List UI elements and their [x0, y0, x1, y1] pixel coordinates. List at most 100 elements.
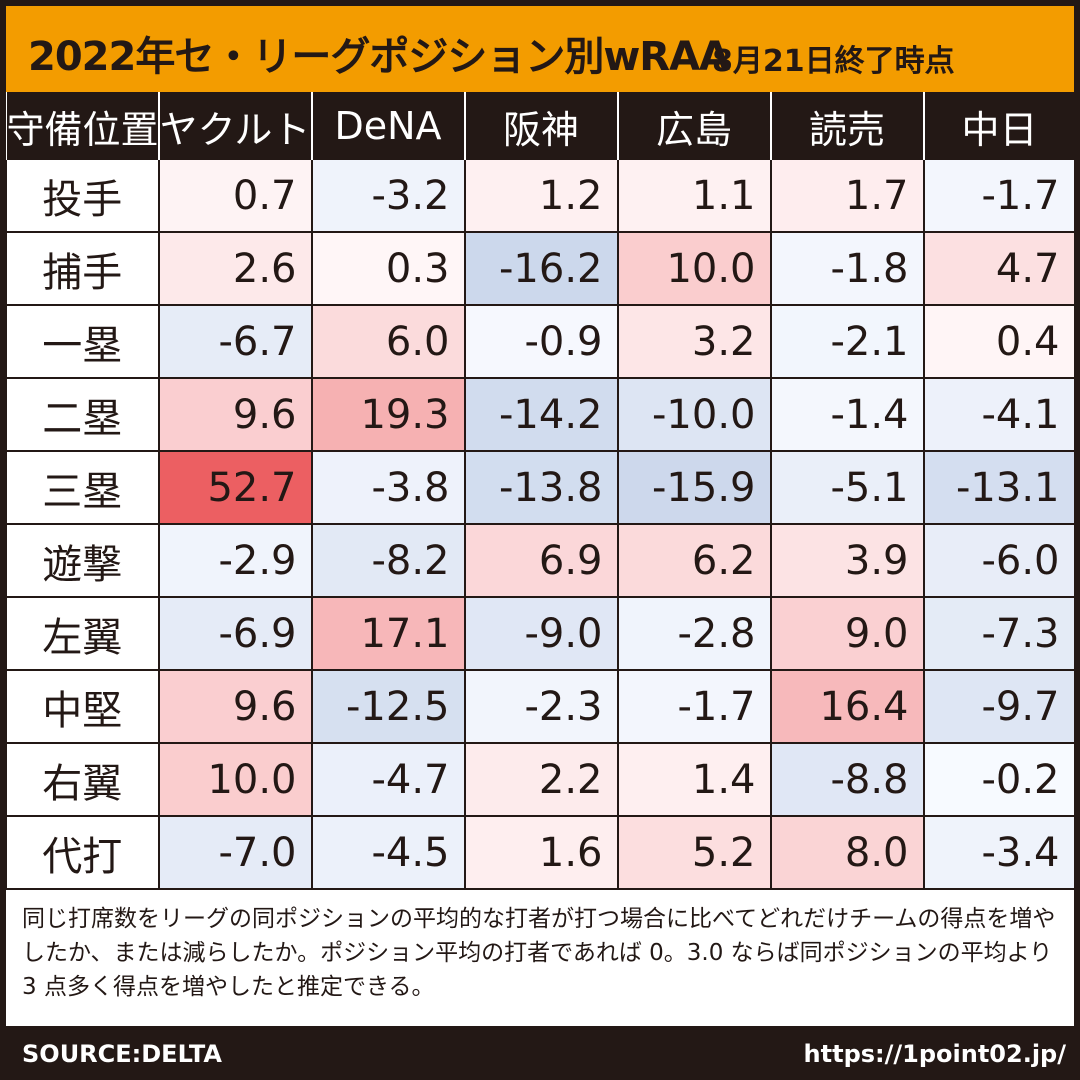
- heatmap-cell: 1.1: [617, 160, 772, 233]
- heatmap-cell: 6.2: [617, 524, 772, 598]
- row-label: 遊撃: [6, 524, 160, 598]
- heatmap-cell: -3.2: [311, 160, 466, 233]
- header-row: 守備位置 ヤクルト DeNA 阪神 広島 読売 中日: [6, 92, 1075, 160]
- row-label: 二塁: [6, 378, 160, 452]
- row-label: 左翼: [6, 597, 160, 671]
- table-row: 中堅 9.6 -12.5 -2.3 -1.7 16.4 -9.7: [6, 670, 1076, 744]
- row-label: 右翼: [6, 743, 160, 817]
- footer-bar: SOURCE:DELTA https://1point02.jp/: [0, 1026, 1080, 1080]
- heatmap-cell: 0.3: [311, 232, 466, 306]
- heatmap-cell: 9.6: [158, 670, 313, 744]
- table-row: 右翼 10.0 -4.7 2.2 1.4 -8.8 -0.2: [6, 743, 1076, 817]
- heatmap-cell: 1.7: [770, 160, 925, 233]
- heatmap-cell: -6.9: [158, 597, 313, 671]
- heatmap-cell: -2.9: [158, 524, 313, 598]
- header-team: 読売: [770, 92, 925, 160]
- row-label: 代打: [6, 816, 160, 890]
- header-team: 中日: [923, 92, 1075, 160]
- heatmap-cell: 9.6: [158, 378, 313, 452]
- heatmap-cell: 3.9: [770, 524, 925, 598]
- heatmap-cell: 17.1: [311, 597, 466, 671]
- heatmap-cell: 4.7: [923, 232, 1076, 306]
- heatmap-cell: -10.0: [617, 378, 772, 452]
- heatmap-cell: -1.7: [923, 160, 1076, 233]
- table-row: 遊撃 -2.9 -8.2 6.9 6.2 3.9 -6.0: [6, 524, 1076, 598]
- heatmap-cell: -6.0: [923, 524, 1076, 598]
- heatmap-cell: -7.3: [923, 597, 1076, 671]
- heatmap-cell: -13.8: [464, 451, 619, 525]
- table-row: 代打 -7.0 -4.5 1.6 5.2 8.0 -3.4: [6, 816, 1076, 890]
- table-row: 三塁 52.7 -3.8 -13.8 -15.9 -5.1 -13.1: [6, 451, 1076, 525]
- heatmap-cell: -2.3: [464, 670, 619, 744]
- heatmap-cell: 3.2: [617, 305, 772, 379]
- heatmap-cell: -7.0: [158, 816, 313, 890]
- table-row: 二塁 9.6 19.3 -14.2 -10.0 -1.4 -4.1: [6, 378, 1076, 452]
- table-row: 捕手 2.6 0.3 -16.2 10.0 -1.8 4.7: [6, 232, 1076, 306]
- heatmap-cell: 19.3: [311, 378, 466, 452]
- site-url: https://1point02.jp/: [803, 1040, 1066, 1068]
- heatmap-cell: -1.4: [770, 378, 925, 452]
- heatmap-cell: -8.8: [770, 743, 925, 817]
- heatmap-cell: -4.1: [923, 378, 1076, 452]
- heatmap-cell: -13.1: [923, 451, 1076, 525]
- heatmap-cell: 8.0: [770, 816, 925, 890]
- heatmap-cell: 2.6: [158, 232, 313, 306]
- table-row: 左翼 -6.9 17.1 -9.0 -2.8 9.0 -7.3: [6, 597, 1076, 671]
- chart-subtitle: 8月21日終了時点: [712, 44, 955, 79]
- heatmap-cell: -3.4: [923, 816, 1076, 890]
- heatmap-cell: -4.5: [311, 816, 466, 890]
- header-position: 守備位置: [6, 92, 160, 160]
- heatmap-cell: 1.2: [464, 160, 619, 233]
- heatmap-cell: -6.7: [158, 305, 313, 379]
- table-body: 投手 0.7 -3.2 1.2 1.1 1.7 -1.7 捕手 2.6 0.3 -16.2 10.0-…: [6, 160, 1076, 890]
- row-label: 投手: [6, 160, 160, 233]
- heatmap-cell: -5.1: [770, 451, 925, 525]
- heatmap-cell: -16.2: [464, 232, 619, 306]
- heatmap-cell: 10.0: [158, 743, 313, 817]
- heatmap-cell: -14.2: [464, 378, 619, 452]
- heatmap-cell: -12.5: [311, 670, 466, 744]
- row-label: 中堅: [6, 670, 160, 744]
- heatmap-cell: 52.7: [158, 451, 313, 525]
- header-team: DeNA: [311, 92, 466, 160]
- heatmap-cell: 16.4: [770, 670, 925, 744]
- heatmap-cell: -8.2: [311, 524, 466, 598]
- row-label: 捕手: [6, 232, 160, 306]
- table-row: 一塁 -6.7 6.0 -0.9 3.2 -2.1 0.4: [6, 305, 1076, 379]
- heatmap-cell: 1.6: [464, 816, 619, 890]
- title-bar: 2022年セ・リーグポジション別wRAA 8月21日終了時点: [0, 0, 1080, 92]
- row-label: 三塁: [6, 451, 160, 525]
- heatmap-cell: 6.0: [311, 305, 466, 379]
- heatmap-cell: -2.1: [770, 305, 925, 379]
- heatmap-cell: 0.7: [158, 160, 313, 233]
- heatmap-cell: -3.8: [311, 451, 466, 525]
- heatmap-cell: 9.0: [770, 597, 925, 671]
- left-border: [0, 92, 6, 1026]
- right-border: [1074, 92, 1080, 1026]
- heatmap-cell: -0.9: [464, 305, 619, 379]
- table-row: 投手 0.7 -3.2 1.2 1.1 1.7 -1.7: [6, 160, 1076, 233]
- heatmap-cell: -1.8: [770, 232, 925, 306]
- heatmap-cell: 6.9: [464, 524, 619, 598]
- heatmap-cell: 5.2: [617, 816, 772, 890]
- row-label: 一塁: [6, 305, 160, 379]
- heatmap-cell: -15.9: [617, 451, 772, 525]
- heatmap-cell: 0.4: [923, 305, 1076, 379]
- explanation-note: 同じ打席数をリーグの同ポジションの平均的な打者が打つ場合に比べてどれだけチームの…: [22, 906, 1056, 1000]
- heatmap-cell: -1.7: [617, 670, 772, 744]
- heatmap-cell: -4.7: [311, 743, 466, 817]
- header-team: 阪神: [464, 92, 619, 160]
- header-team: ヤクルト: [158, 92, 313, 160]
- chart-title: 2022年セ・リーグポジション別wRAA: [28, 34, 730, 80]
- heatmap-cell: -9.0: [464, 597, 619, 671]
- heatmap-cell: 1.4: [617, 743, 772, 817]
- heatmap-cell: -0.2: [923, 743, 1076, 817]
- heatmap-cell: -9.7: [923, 670, 1076, 744]
- heatmap-cell: -2.8: [617, 597, 772, 671]
- wraa-table: 守備位置 ヤクルト DeNA 阪神 広島 読売 中日 投手 0.7 -3.2 1.2 1…: [6, 92, 1076, 890]
- source-label: SOURCE:DELTA: [22, 1040, 222, 1068]
- header-team: 広島: [617, 92, 772, 160]
- heatmap-cell: 10.0: [617, 232, 772, 306]
- heatmap-cell: 2.2: [464, 743, 619, 817]
